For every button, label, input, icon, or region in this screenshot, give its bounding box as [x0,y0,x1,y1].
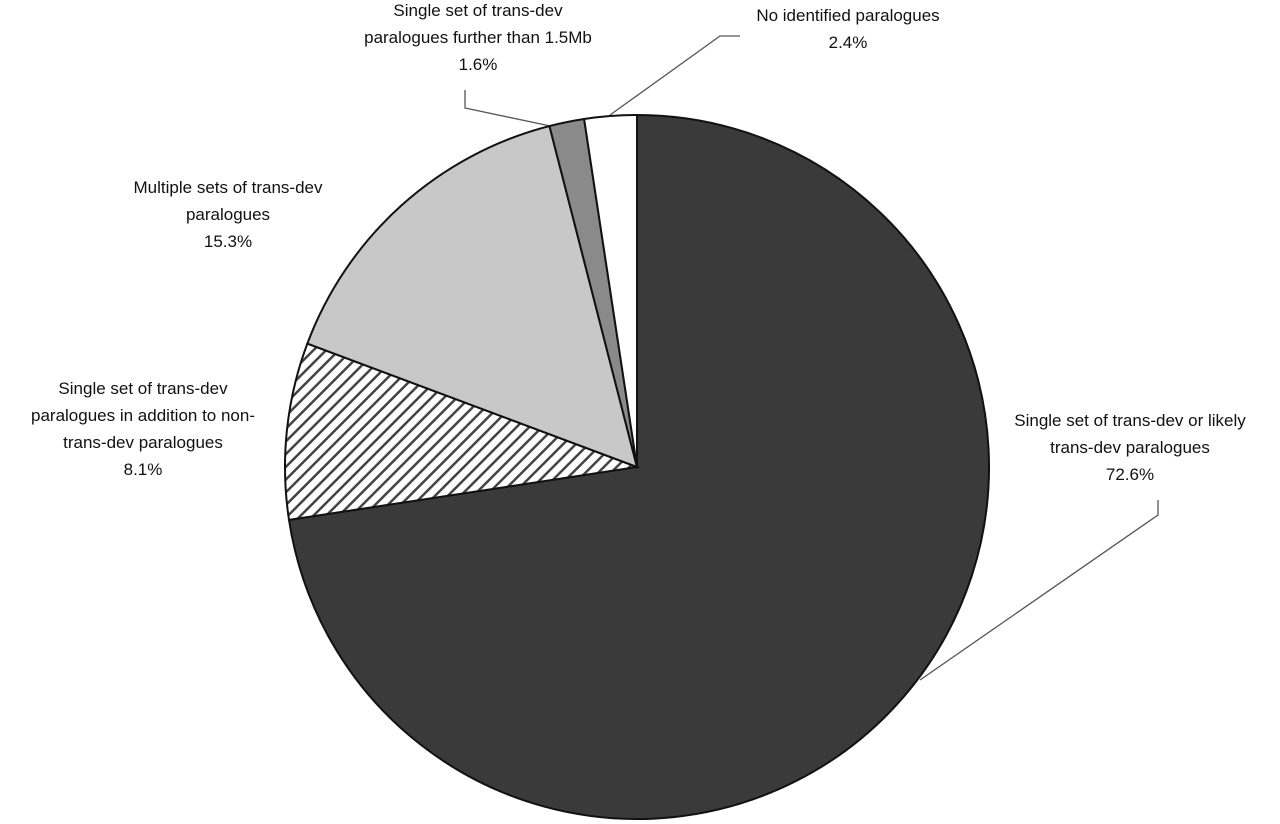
slice-label: Single set of trans-dev paralogues furth… [278,0,678,78]
leader-line [609,35,740,116]
leader-line [464,90,556,128]
slice-label: No identified paralogues 2.4% [648,2,1048,56]
category-label: Single set of trans-dev paralogues furth… [364,1,592,47]
pie-slice [306,124,639,469]
category-label: No identified paralogues [756,6,940,25]
value-label: 15.3% [203,232,253,251]
leader-line [919,500,1159,681]
pie-slice [284,342,641,522]
value-label: 8.1% [123,460,163,479]
category-label: Multiple sets of trans-dev paralogues [133,178,323,224]
slice-label: Multiple sets of trans-dev paralogues 15.… [28,174,428,255]
category-label: Single set of trans-dev or likely trans-… [1014,411,1246,457]
slice-label: Single set of trans-dev or likely trans-… [930,407,1280,488]
category-label: Single set of trans-dev paralogues in ad… [31,379,255,452]
value-label: 1.6% [458,55,498,74]
slice-label: Single set of trans-dev paralogues in ad… [0,375,343,483]
pie-slice [582,113,638,468]
value-label: 72.6% [1105,465,1155,484]
value-label: 2.4% [828,33,868,52]
